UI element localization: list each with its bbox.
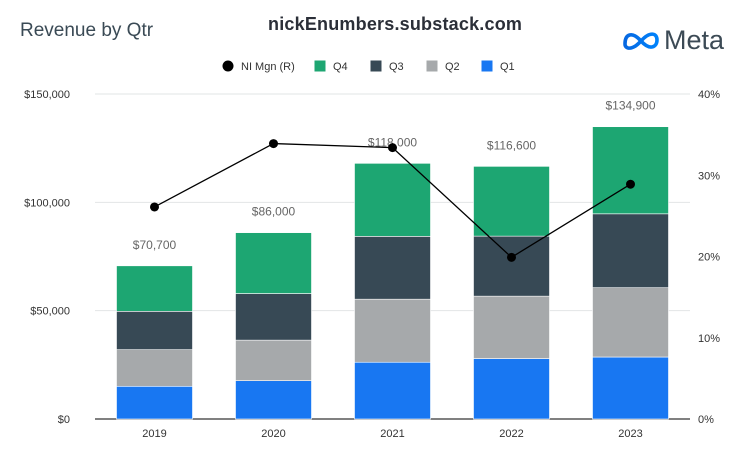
x-tick-label: 2019: [142, 428, 166, 440]
bar-q4-2020: [235, 232, 312, 294]
y-left-tick-label: $50,000: [30, 306, 70, 318]
bar-q2-2019: [116, 349, 193, 387]
ni-margin-point: [626, 179, 635, 189]
x-tick-label: 2023: [618, 428, 642, 440]
legend-label: NI Mgn (R): [241, 61, 295, 73]
meta-logo-text: Meta: [664, 24, 725, 55]
chart-title: Revenue by Qtr: [20, 20, 154, 41]
y-right-tick-label: 40%: [698, 89, 720, 101]
bar-q4-2019: [116, 265, 193, 312]
total-label: $134,900: [605, 99, 655, 113]
y-right-tick-label: 30%: [698, 170, 720, 182]
legend-label: Q1: [500, 61, 515, 73]
legend-label: Q2: [445, 61, 460, 73]
legend-label: Q4: [333, 61, 348, 73]
bar-q1-2019: [116, 385, 193, 420]
total-label: $86,000: [252, 205, 296, 219]
total-label: $116,600: [487, 138, 536, 152]
legend-marker: [481, 60, 493, 72]
bar-q1-2020: [235, 380, 312, 420]
ni-margin-point: [388, 143, 397, 153]
x-tick-label: 2021: [380, 428, 404, 440]
legend-marker: [222, 60, 234, 72]
bar-q1-2022: [473, 358, 550, 420]
ni-margin-point: [269, 139, 278, 149]
total-label: $118,000: [368, 135, 417, 149]
source-label: nickEnumbers.substack.com: [268, 14, 523, 34]
bar-q4-2021: [354, 163, 431, 237]
y-left-tick-label: $0: [58, 414, 70, 426]
x-tick-label: 2020: [261, 428, 285, 440]
y-left-tick-label: $100,000: [24, 197, 70, 209]
bar-q2-2021: [354, 298, 431, 363]
bar-q2-2022: [473, 295, 550, 359]
legend-marker: [314, 60, 326, 72]
meta-logo: Meta: [622, 24, 724, 56]
bar-q3-2021: [354, 236, 431, 300]
ni-margin-point: [150, 202, 159, 212]
bar-q2-2020: [235, 339, 312, 381]
bar-q3-2020: [235, 293, 312, 341]
y-right-tick-label: 20%: [698, 252, 720, 264]
bar-q3-2023: [592, 213, 669, 288]
legend-label: Q3: [389, 61, 404, 73]
x-tick-label: 2022: [499, 428, 523, 440]
legend-marker: [370, 60, 382, 72]
bar-q2-2023: [592, 287, 669, 358]
y-left-tick-label: $150,000: [24, 89, 70, 101]
meta-infinity-icon: [623, 32, 659, 50]
ni-margin-point: [507, 252, 516, 262]
total-label: $70,700: [133, 238, 177, 252]
y-right-tick-label: 10%: [698, 333, 720, 345]
y-right-tick-label: 0%: [698, 414, 714, 426]
bar-q1-2023: [592, 356, 669, 420]
bar-q1-2021: [354, 361, 431, 420]
bar-q3-2022: [473, 235, 550, 297]
legend-marker: [426, 60, 438, 72]
bar-q4-2022: [473, 166, 550, 237]
bar-q3-2019: [116, 311, 193, 350]
